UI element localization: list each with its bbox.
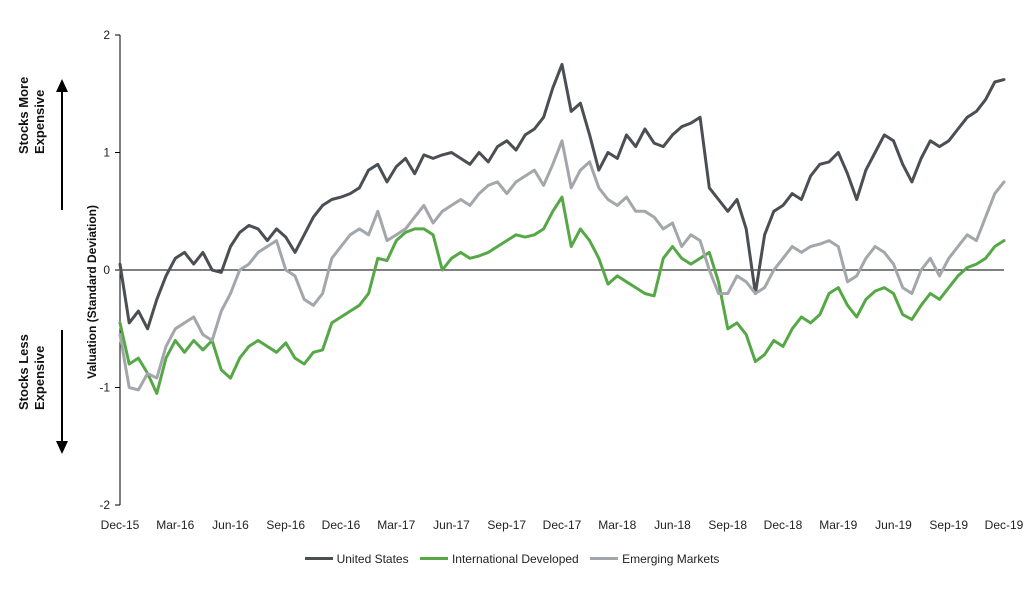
series-line-emerging-markets xyxy=(118,139,1006,392)
x-tick-label: Dec-15 xyxy=(101,518,140,532)
x-tick-label: Mar-17 xyxy=(377,518,415,532)
series-layer xyxy=(118,62,1006,395)
y-tick-label: 0 xyxy=(103,263,110,277)
x-tick-label: Dec-17 xyxy=(543,518,582,532)
x-tick-label: Sep-16 xyxy=(266,518,305,532)
legend-swatch-emerging-markets xyxy=(590,557,619,560)
y-tick-label: -1 xyxy=(99,381,110,395)
lower-annotation: Stocks Less Expensive xyxy=(16,334,48,410)
x-tick-label: Dec-18 xyxy=(764,518,803,532)
x-tick-label: Jun-17 xyxy=(433,518,470,532)
x-tick-label: Dec-19 xyxy=(985,518,1024,532)
x-tick-label: Mar-18 xyxy=(598,518,636,532)
upper-annotation: Stocks More Expensive xyxy=(16,76,48,154)
legend-item-united-states: United States xyxy=(304,551,409,566)
series-line-united-states xyxy=(118,62,1006,331)
x-tick-label: Mar-19 xyxy=(819,518,857,532)
x-tick-label: Mar-16 xyxy=(156,518,194,532)
lower-annotation-line2: Expensive xyxy=(32,345,47,410)
legend-label-emerging-markets: Emerging Markets xyxy=(622,551,720,566)
axes-layer xyxy=(115,34,1004,506)
y-tick-label: 1 xyxy=(103,146,110,160)
x-tick-label: Jun-18 xyxy=(654,518,691,532)
lower-annotation-line1: Stocks Less xyxy=(16,334,31,410)
down-arrow-head xyxy=(56,441,68,454)
legend-swatch-international-developed xyxy=(419,557,448,560)
y-tick-label: -2 xyxy=(99,498,110,512)
x-tick-label: Sep-18 xyxy=(708,518,747,532)
legend-item-emerging-markets: Emerging Markets xyxy=(590,552,719,566)
x-tick-label: Sep-19 xyxy=(929,518,968,532)
annotation-arrows xyxy=(56,79,68,454)
series-line-international-developed xyxy=(118,195,1006,395)
x-tick-label: Dec-16 xyxy=(322,518,361,532)
legend: United States International Developed Em… xyxy=(0,549,1024,566)
x-tick-label: Jun-19 xyxy=(875,518,912,532)
legend-label-united-states: United States xyxy=(336,551,409,566)
legend-label-international-developed: International Developed xyxy=(451,551,579,566)
x-tick-label: Sep-17 xyxy=(487,518,526,532)
x-tick-label: Jun-16 xyxy=(212,518,249,532)
upper-annotation-line2: Expensive xyxy=(32,89,47,154)
legend-swatch-united-states xyxy=(304,557,333,560)
y-tick-label: 2 xyxy=(103,28,110,42)
upper-annotation-line1: Stocks More xyxy=(16,76,31,154)
y-axis-label: Valuation (Standard Deviation) xyxy=(85,204,99,380)
tick-label-layer: 2 1 0 -1 -2 Dec-15 Mar-16 Jun-16 Sep-16 Dec-16 Mar… xyxy=(99,28,1023,532)
legend-item-international-developed: International Developed xyxy=(419,551,579,566)
up-arrow-head xyxy=(56,79,68,92)
